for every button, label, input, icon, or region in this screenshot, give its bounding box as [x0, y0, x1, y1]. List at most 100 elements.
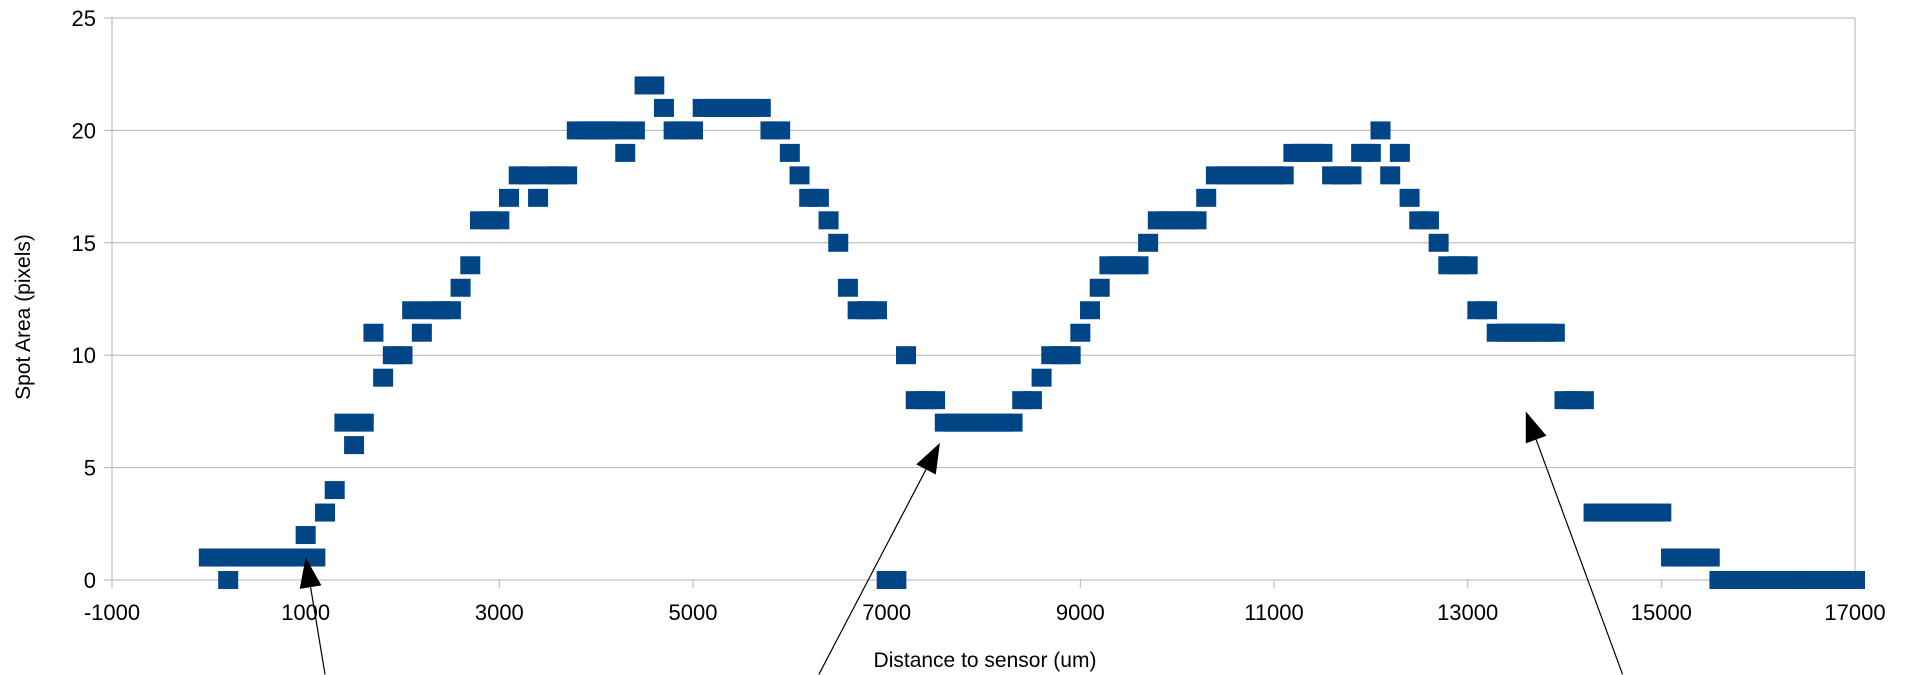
data-point	[866, 301, 887, 320]
data-point	[1031, 368, 1052, 387]
data-point	[837, 278, 858, 297]
data-point	[1080, 301, 1101, 320]
grid-lines	[104, 17, 1855, 581]
data-point	[1273, 166, 1294, 185]
data-point	[1477, 301, 1498, 320]
x-axis-title: Distance to sensor (um)	[874, 649, 1097, 672]
data-point	[353, 413, 374, 432]
y-tick-label: 15	[72, 231, 96, 256]
y-axis-title: Spot Area (pixels)	[12, 234, 35, 400]
data-point	[305, 548, 326, 567]
data-point	[1128, 256, 1149, 275]
data-point	[808, 188, 829, 207]
plot-frame	[111, 18, 1856, 588]
data-point	[363, 323, 384, 342]
data-point	[1370, 121, 1391, 140]
annotation-arrow-head	[916, 442, 940, 475]
y-tick-label: 20	[72, 118, 96, 143]
data-point	[1651, 503, 1672, 522]
data-point	[770, 121, 791, 140]
data-point	[285, 548, 306, 567]
data-point	[1312, 143, 1333, 162]
data-point	[818, 211, 839, 230]
data-point	[828, 233, 849, 252]
x-tick-label: 15000	[1631, 600, 1692, 625]
data-point	[789, 166, 810, 185]
data-point	[653, 98, 674, 117]
x-tick-label: 17000	[1824, 600, 1885, 625]
data-point	[925, 391, 946, 410]
data-point	[1573, 391, 1594, 410]
data-point	[1845, 571, 1865, 589]
data-point	[489, 211, 510, 230]
annotation-arrow-head	[299, 557, 322, 589]
data-point	[1418, 211, 1439, 230]
y-tick-label: 0	[84, 568, 96, 593]
data-point	[1360, 143, 1381, 162]
annotation-arrow-head	[1525, 411, 1547, 444]
data-point	[208, 548, 229, 567]
data-point	[1196, 188, 1217, 207]
data-point	[518, 166, 539, 185]
data-point	[499, 188, 520, 207]
x-tick-label: 13000	[1437, 600, 1498, 625]
data-point	[1457, 256, 1478, 275]
annotation-arrow-shaft	[309, 587, 326, 675]
data-point	[557, 166, 578, 185]
annotation-arrow-shaft	[1535, 439, 1624, 675]
data-point	[373, 368, 394, 387]
data-point	[1089, 278, 1110, 297]
data-point	[324, 481, 345, 500]
data-point	[315, 503, 336, 522]
data-point	[1002, 413, 1023, 432]
data-point	[896, 346, 917, 365]
data-point	[460, 256, 481, 275]
x-tick-label: 9000	[1056, 600, 1105, 625]
data-point	[334, 413, 355, 432]
data-point	[605, 121, 626, 140]
annotation-arrow-shaft	[818, 469, 927, 675]
data-point	[295, 526, 316, 545]
x-tick-label: 1000	[281, 600, 330, 625]
data-point	[624, 121, 645, 140]
data-point	[344, 436, 365, 455]
data-point	[1138, 233, 1159, 252]
data-point	[1699, 548, 1720, 567]
data-point	[1070, 323, 1091, 342]
data-point	[1380, 166, 1401, 185]
y-tick-label: 10	[72, 343, 96, 368]
data-point	[750, 98, 771, 117]
data-point	[1021, 391, 1042, 410]
data-points	[198, 76, 1865, 589]
annotation-arrows	[299, 411, 1624, 675]
data-point	[402, 301, 423, 320]
data-point	[644, 76, 665, 95]
x-tick-labels: -1000 1000 3000 5000 7000 9000 11000 13000 15000…	[84, 600, 1886, 625]
data-point	[615, 143, 636, 162]
data-point	[528, 188, 549, 207]
x-tick-label: -1000	[84, 600, 140, 625]
y-tick-label: 5	[84, 456, 96, 481]
data-point	[392, 346, 413, 365]
data-point	[440, 301, 461, 320]
y-tick-labels: 0 5 10 15 20 25	[72, 6, 96, 593]
data-point	[1399, 188, 1420, 207]
data-point	[1186, 211, 1207, 230]
data-point	[1428, 233, 1449, 252]
data-point	[1389, 143, 1410, 162]
data-point	[218, 571, 239, 589]
x-tick-label: 3000	[475, 600, 524, 625]
data-point	[886, 571, 907, 589]
data-point	[683, 121, 703, 140]
data-point	[1341, 166, 1362, 185]
data-point	[450, 278, 471, 297]
x-tick-label: 11000	[1244, 600, 1304, 625]
x-tick-label: 5000	[669, 600, 718, 625]
x-tick-label: 7000	[862, 600, 911, 625]
data-point	[1544, 323, 1565, 342]
data-point	[411, 323, 432, 342]
data-point	[779, 143, 800, 162]
data-point	[1060, 346, 1081, 365]
y-tick-label: 25	[72, 6, 96, 31]
